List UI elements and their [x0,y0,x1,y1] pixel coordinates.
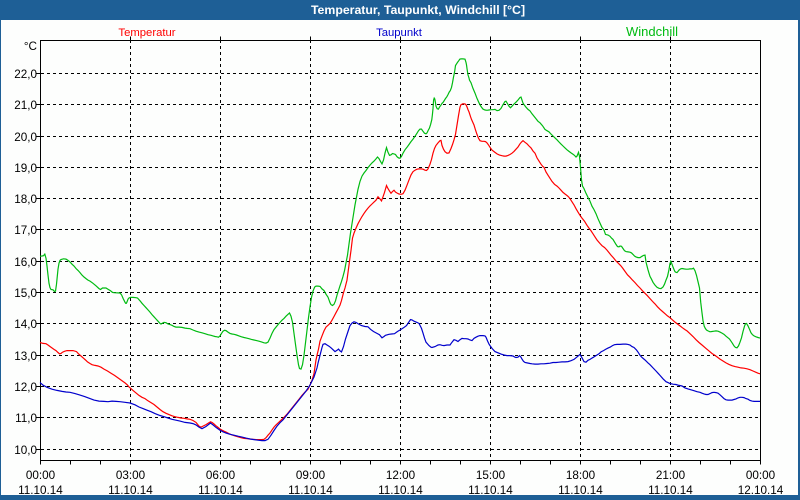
svg-text:06:00: 06:00 [206,469,236,482]
svg-text:Windchill: Windchill [626,24,678,39]
svg-text:21:00: 21:00 [656,469,686,482]
svg-text:20,0: 20,0 [14,131,37,144]
svg-text:15:00: 15:00 [476,469,506,482]
svg-text:11.10.14: 11.10.14 [108,484,153,497]
svg-text:12,0: 12,0 [14,381,37,394]
svg-text:11.10.14: 11.10.14 [198,484,243,497]
svg-text:12.10.14: 12.10.14 [738,484,784,497]
svg-text:10,0: 10,0 [14,444,37,457]
svg-text:17,0: 17,0 [14,224,37,237]
svg-text:12:00: 12:00 [386,469,416,482]
svg-text:Temperatur: Temperatur [118,27,175,39]
svg-text:11.10.14: 11.10.14 [648,484,693,497]
svg-text:13,0: 13,0 [14,350,37,363]
svg-text:09:00: 09:00 [296,469,326,482]
svg-text:14,0: 14,0 [14,318,37,331]
svg-text:11.10.14: 11.10.14 [558,484,603,497]
svg-text:11.10.14: 11.10.14 [378,484,423,497]
svg-text:22,0: 22,0 [14,68,37,81]
svg-text:18,0: 18,0 [14,193,37,206]
svg-text:°C: °C [24,40,37,53]
svg-text:15,0: 15,0 [14,287,37,300]
svg-text:11.10.14: 11.10.14 [468,484,513,497]
svg-text:00:00: 00:00 [26,469,56,482]
svg-text:03:00: 03:00 [116,469,146,482]
svg-text:Taupunkt: Taupunkt [376,27,423,39]
svg-text:11.10.14: 11.10.14 [288,484,333,497]
svg-text:Temperatur, Taupunkt, Windchil: Temperatur, Taupunkt, Windchill [°C] [311,3,525,17]
svg-text:19,0: 19,0 [14,162,37,175]
svg-text:11,0: 11,0 [15,412,37,425]
svg-text:16,0: 16,0 [14,256,37,269]
svg-text:18:00: 18:00 [566,469,596,482]
svg-text:11.10.14: 11.10.14 [18,484,63,497]
svg-text:21,0: 21,0 [14,99,37,112]
svg-text:00:00: 00:00 [746,469,776,482]
